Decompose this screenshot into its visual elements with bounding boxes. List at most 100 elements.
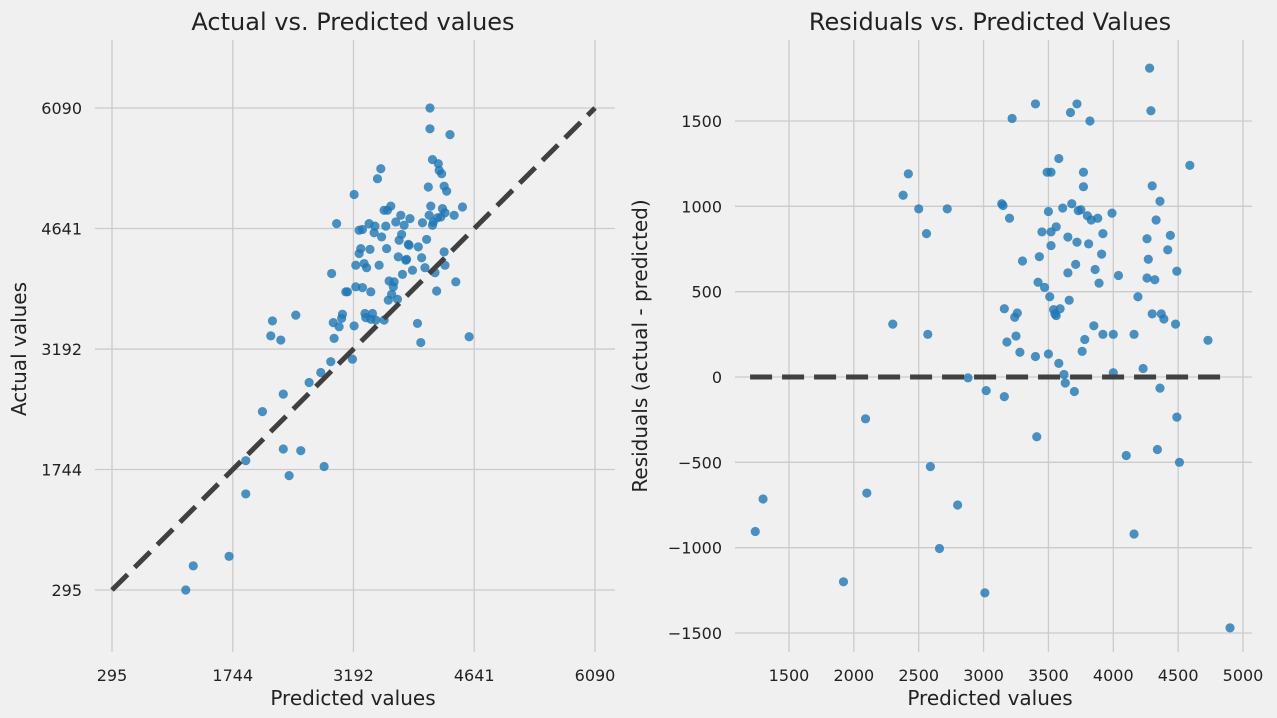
x-tick-label: 2500	[898, 666, 939, 685]
data-point	[382, 243, 392, 254]
data-point	[1054, 153, 1064, 164]
data-point	[963, 373, 973, 383]
data-point	[425, 124, 435, 134]
data-point	[442, 186, 452, 196]
y-tick-label: 3192	[41, 340, 82, 359]
data-point	[1150, 275, 1160, 285]
x-tick-label: 6090	[575, 666, 616, 685]
data-point	[1060, 378, 1070, 388]
data-point	[257, 406, 268, 417]
data-point	[999, 392, 1009, 402]
data-point	[1065, 107, 1076, 118]
data-point	[356, 243, 366, 254]
data-point	[1034, 252, 1044, 262]
data-point	[405, 214, 415, 224]
y-tick-label: 0	[712, 368, 722, 387]
data-point	[1097, 249, 1107, 259]
data-point	[365, 244, 375, 254]
data-point	[391, 217, 401, 227]
data-point	[449, 210, 459, 220]
y-tick-label: 500	[691, 283, 722, 302]
data-points-actual-vs-predicted	[181, 103, 474, 595]
data-point	[437, 169, 447, 179]
data-point	[420, 263, 430, 273]
data-point	[1051, 222, 1061, 232]
data-point	[397, 269, 408, 279]
data-point	[1076, 205, 1086, 215]
data-point	[362, 263, 372, 273]
y-tick-label: −1000	[668, 539, 722, 558]
data-point	[1030, 351, 1041, 362]
y-tick-label: 1744	[41, 460, 82, 479]
data-point	[349, 321, 359, 331]
data-point	[1045, 292, 1055, 302]
data-point	[1069, 386, 1079, 397]
y-tick-label: −500	[678, 453, 722, 472]
data-point	[424, 210, 434, 220]
data-point	[386, 201, 396, 211]
data-point	[1143, 254, 1153, 264]
data-point	[404, 240, 414, 250]
data-point	[888, 319, 898, 329]
data-point	[1055, 304, 1065, 314]
data-point	[1071, 259, 1081, 269]
data-point	[1133, 292, 1143, 302]
data-point	[304, 377, 314, 388]
y-tick-label: −1500	[668, 624, 722, 643]
y-tick-label: 1500	[681, 112, 722, 131]
data-point	[1203, 335, 1213, 345]
x-tick-label: 4000	[1093, 666, 1134, 685]
x-axis-label-residuals-vs-predicted: Predicted values	[907, 686, 1072, 710]
data-point	[440, 208, 450, 218]
y-axis-label-residuals-vs-predicted: Residuals (actual - predicted)	[628, 199, 652, 492]
data-point	[1004, 213, 1015, 223]
data-point	[1033, 277, 1043, 287]
data-point	[357, 224, 368, 235]
data-point	[1072, 99, 1082, 109]
data-point	[334, 322, 344, 332]
y-tick-label: 6090	[41, 99, 82, 118]
data-point	[417, 253, 427, 263]
data-point	[923, 329, 933, 339]
chart-title-actual-vs-predicted: Actual vs. Predicted values	[191, 8, 514, 36]
data-point	[1145, 63, 1155, 73]
data-point	[425, 103, 435, 113]
data-point	[750, 526, 760, 537]
data-point	[284, 471, 294, 481]
y-tick-label: 1000	[681, 197, 722, 216]
data-point	[1107, 208, 1117, 218]
data-point	[1043, 206, 1054, 217]
data-point	[1077, 346, 1087, 356]
data-point	[1170, 319, 1181, 329]
data-point	[377, 232, 387, 242]
data-point	[838, 577, 849, 587]
data-point	[332, 219, 342, 229]
data-point	[1146, 106, 1156, 116]
data-point	[381, 221, 391, 231]
data-point	[366, 287, 376, 297]
data-point	[1002, 337, 1012, 347]
data-point	[451, 277, 461, 287]
data-point	[188, 561, 198, 571]
data-point	[1098, 329, 1108, 339]
data-point	[1172, 266, 1182, 276]
data-point	[1032, 432, 1042, 442]
data-point	[1067, 199, 1077, 209]
reference-line-actual-vs-predicted	[110, 106, 597, 592]
data-point	[1159, 314, 1169, 324]
data-point	[439, 247, 449, 257]
x-tick-label: 3000	[963, 666, 1004, 685]
data-point	[372, 174, 383, 184]
data-point	[1151, 215, 1161, 225]
data-point	[392, 294, 403, 304]
data-point	[278, 444, 288, 454]
data-point	[934, 543, 945, 554]
data-point	[376, 164, 386, 174]
data-point	[351, 282, 361, 292]
data-point	[914, 204, 924, 214]
data-point	[329, 333, 339, 343]
data-point	[291, 310, 301, 320]
data-point	[241, 489, 251, 499]
data-point	[426, 201, 436, 211]
data-point	[1113, 270, 1124, 281]
